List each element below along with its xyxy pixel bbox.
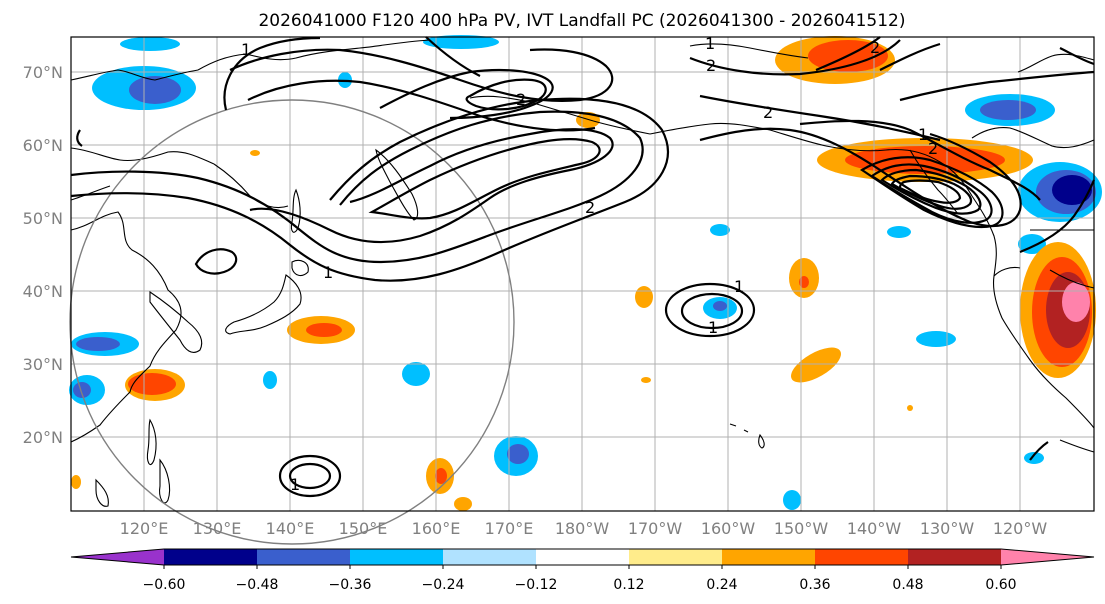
lon-label: 160°E bbox=[412, 519, 461, 538]
colorbar-tick-label: 0.48 bbox=[892, 577, 923, 593]
contour-label: 1 bbox=[290, 475, 300, 494]
colorbar-tick-label: −0.36 bbox=[329, 577, 372, 593]
contour-label: 2 bbox=[516, 90, 526, 109]
colorbar-segment bbox=[815, 549, 909, 565]
colorbar-tick-label: −0.48 bbox=[236, 577, 279, 593]
lon-label: 170°E bbox=[485, 519, 534, 538]
longitude-labels: 120°E 130°E 140°E 150°E 160°E 170°E 180°… bbox=[120, 519, 1048, 538]
negative-anomaly-shading bbox=[69, 35, 1102, 510]
colorbar: −0.60 −0.48 −0.36 −0.24 −0.12 0.12 0.24 0.36 0.4… bbox=[70, 548, 1095, 593]
lon-label: 150°E bbox=[339, 519, 388, 538]
colorbar-segment bbox=[908, 549, 1002, 565]
lon-label: 120°E bbox=[120, 519, 169, 538]
pv-contours bbox=[70, 36, 1096, 498]
colorbar-segment bbox=[164, 549, 258, 565]
colorbar-tick-label: −0.60 bbox=[143, 577, 186, 593]
contour-label: 1 bbox=[918, 125, 928, 144]
lon-label: 140°W bbox=[847, 519, 902, 538]
lon-label: 180°W bbox=[555, 519, 610, 538]
lat-label: 60°N bbox=[23, 136, 63, 155]
map-panel: 1 2 2 2 2 1 1 2 1 1 1 1 2 bbox=[69, 34, 1102, 545]
colorbar-segment bbox=[536, 549, 630, 565]
contour-labels: 1 2 2 2 2 1 1 2 1 1 1 1 2 bbox=[241, 34, 938, 494]
colorbar-tick-label: 0.60 bbox=[985, 577, 1016, 593]
colorbar-segment bbox=[629, 549, 723, 565]
colorbar-segment bbox=[1001, 549, 1094, 565]
lon-label: 120°W bbox=[993, 519, 1048, 538]
contour-label: 1 bbox=[705, 34, 715, 53]
lat-label: 30°N bbox=[23, 355, 63, 374]
lon-label: 160°W bbox=[701, 519, 756, 538]
contour-label: 1 bbox=[323, 263, 333, 282]
contour-label: 2 bbox=[763, 103, 773, 122]
lat-label: 50°N bbox=[23, 209, 63, 228]
lat-label: 40°N bbox=[23, 282, 63, 301]
contour-label: 1 bbox=[734, 277, 744, 296]
contour-label: 2 bbox=[706, 56, 716, 75]
contour-label: 2 bbox=[585, 198, 595, 217]
lat-label: 20°N bbox=[23, 428, 63, 447]
colorbar-tick-label: 0.36 bbox=[799, 577, 830, 593]
map-frame bbox=[70, 36, 1095, 512]
lon-label: 170°W bbox=[628, 519, 683, 538]
lon-label: 150°W bbox=[774, 519, 829, 538]
lat-label: 70°N bbox=[23, 63, 63, 82]
latitude-labels: 70°N 60°N 50°N 40°N 30°N 20°N bbox=[23, 63, 63, 447]
contour-label: 2 bbox=[928, 139, 938, 158]
colorbar-tick-label: 0.24 bbox=[706, 577, 737, 593]
lon-label: 130°W bbox=[920, 519, 975, 538]
contour-label: 1 bbox=[708, 318, 718, 337]
colorbar-segment bbox=[71, 549, 164, 565]
lon-label: 130°E bbox=[193, 519, 242, 538]
colorbar-segment bbox=[350, 549, 444, 565]
figure-title: 2026041000 F120 400 hPa PV, IVT Landfall… bbox=[258, 11, 905, 31]
landfall-radius-circle bbox=[69, 99, 515, 545]
lon-label: 140°E bbox=[266, 519, 315, 538]
colorbar-segment bbox=[443, 549, 537, 565]
colorbar-segment bbox=[722, 549, 816, 565]
colorbar-tick-label: 0.12 bbox=[613, 577, 644, 593]
contour-label: 2 bbox=[870, 38, 880, 57]
colorbar-segment bbox=[257, 549, 351, 565]
contour-label: 1 bbox=[241, 40, 251, 59]
colorbar-tick-label: −0.12 bbox=[515, 577, 558, 593]
colorbar-tick-label: −0.24 bbox=[422, 577, 465, 593]
